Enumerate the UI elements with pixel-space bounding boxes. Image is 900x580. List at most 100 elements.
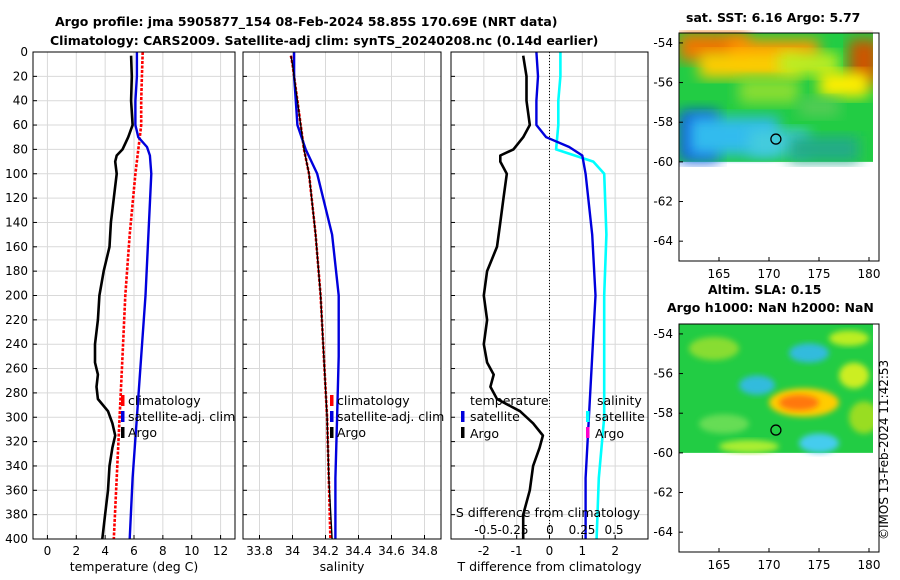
sla-color-patch: [799, 433, 839, 453]
depth-tick-label: 380: [5, 508, 28, 522]
depth-tick-label: 260: [5, 362, 28, 376]
temp-argo-line: [93, 55, 134, 540]
title-line-1: Argo profile: jma 5905877_154 08-Feb-202…: [55, 14, 558, 29]
sst_map-ytick-label: -64: [653, 234, 673, 248]
depth-tick-label: 200: [5, 289, 28, 303]
temp-legend-swatch: [121, 411, 125, 422]
depth-tick-label: 40: [13, 94, 28, 108]
sst_map-ytick-label: -60: [653, 155, 673, 169]
sla-color-patch: [699, 414, 749, 434]
sal-legend-swatch: [330, 395, 334, 406]
sla_map-ytick-label: -56: [653, 367, 673, 381]
depth-tick-label: 320: [5, 435, 28, 449]
plots-layer: 0 2 4 6 8 10 120204060801001201401601802002202…: [5, 32, 880, 574]
diff-legend-label: satellite: [470, 409, 520, 424]
sla-color-patch: [839, 362, 869, 389]
sal-panel-xtick-label: 33.8: [246, 544, 273, 558]
diff-s-tick-label: -0.5: [474, 523, 497, 537]
diff-s-tick-label: 0.5: [604, 523, 623, 537]
temp-panel-xtick-label: 0: [44, 544, 52, 558]
sla_map-xtick-label: 170: [758, 558, 781, 572]
temp-panel-xtick-label: 2: [72, 544, 80, 558]
sla_map-xtick-label: 175: [808, 558, 831, 572]
title-line-2: Climatology: CARS2009. Satellite-adj cli…: [50, 33, 599, 48]
temp-panel-xtick-label: 6: [130, 544, 138, 558]
sal-argo-line: [290, 55, 333, 540]
diff-legend-swatch: [461, 411, 465, 422]
depth-tick-label: 340: [5, 459, 28, 473]
sla-color-patch: [719, 439, 779, 453]
temp-legend-swatch: [121, 395, 125, 406]
sal-legend-swatch: [330, 427, 334, 438]
sal-panel-xtick-label: 34.8: [411, 544, 438, 558]
temp-legend-label: Argo: [128, 425, 157, 440]
sla_map-image: [679, 324, 873, 453]
diff-xlabel: T difference from climatology: [456, 559, 642, 574]
sla-color-patch: [779, 394, 819, 411]
sal-panel-xtick-label: 34: [285, 544, 300, 558]
sla_map-ytick-label: -54: [653, 327, 673, 341]
temp-panel-xtick-label: 12: [213, 544, 228, 558]
sal-climatology-line: [289, 55, 332, 540]
sla_map-panel: 165 170 175 180 -54 -56 -58 -60 -62 -64: [653, 323, 880, 572]
depth-tick-label: 300: [5, 410, 28, 424]
sla-color-patch: [689, 336, 739, 361]
sst-color-patch: [819, 71, 869, 98]
diff-temperature-satellite-line: [535, 51, 597, 539]
sla-color-patch: [789, 343, 829, 363]
diff-legend-swatch: [586, 411, 590, 422]
temp-legend-label: climatology: [128, 393, 201, 408]
sal-legend-swatch: [330, 411, 334, 422]
depth-tick-label: 400: [5, 532, 28, 546]
depth-tick-label: 140: [5, 215, 28, 229]
sst_map-ytick-label: -62: [653, 195, 673, 209]
diff-panel-frame: [450, 51, 649, 540]
depth-tick-label: 0: [20, 45, 28, 59]
temp-panel-xtick-label: 8: [159, 544, 167, 558]
sla_map-ytick-label: -64: [653, 525, 673, 539]
depth-tick-label: 20: [13, 69, 28, 83]
sst-color-patch: [799, 97, 839, 117]
temp-xlabel: temperature (deg C): [70, 559, 199, 574]
sst_map-panel: 165 170 175 180 -54 -56 -58 -60 -62 -64: [653, 32, 880, 281]
depth-tick-label: 80: [13, 142, 28, 156]
diff-s-tick-label: -0.25: [497, 523, 528, 537]
sla_map-argo-marker: [770, 424, 782, 436]
sla_map-xtick-label: 165: [708, 558, 731, 572]
diff-panel-xtick-label: 2: [611, 544, 619, 558]
sal-legend-label: satellite-adj. clim: [337, 409, 444, 424]
sal-panel-xtick-label: 34.6: [378, 544, 405, 558]
diff-s-axis-label: S difference from climatology: [456, 505, 641, 520]
depth-tick-label: 60: [13, 118, 28, 132]
sla-color-patch: [849, 401, 873, 434]
diff-temperature-argo-line: [482, 55, 545, 539]
temp-panel-frame: [32, 51, 236, 540]
sla_map-ytick-label: -62: [653, 486, 673, 500]
diff-panel-xtick-label: 1: [579, 544, 587, 558]
diff-panel-xtick-label: -2: [478, 544, 490, 558]
sla-map-title: Altim. SLA: 0.15: [708, 282, 822, 297]
sla_map-ytick-label: -58: [653, 406, 673, 420]
temp-climatology-line: [112, 51, 144, 540]
depth-tick-label: 180: [5, 264, 28, 278]
sst_map-ytick-label: -54: [653, 36, 673, 50]
diff-legend-temperature-title: temperature: [470, 393, 549, 408]
depth-tick-label: 360: [5, 483, 28, 497]
sst_map-ytick-label: -56: [653, 76, 673, 90]
sst_map-xtick-label: 165: [708, 267, 731, 281]
sal-panel-xtick-label: 34.2: [312, 544, 339, 558]
sla-map-subtitle: Argo h1000: NaN h2000: NaN: [667, 300, 874, 315]
diff-legend-label: Argo: [595, 426, 624, 441]
diff-legend-label: Argo: [470, 426, 499, 441]
diff-s-tick-label: 0: [546, 523, 554, 537]
sst_map-xtick-label: 170: [758, 267, 781, 281]
depth-tick-label: 100: [5, 167, 28, 181]
sst_map-xtick-label: 175: [808, 267, 831, 281]
sla_map-ytick-label: -60: [653, 446, 673, 460]
sst_map-frame: [678, 32, 880, 262]
diff-legend-salinity-title: salinity: [597, 393, 642, 408]
sst-color-patch: [789, 136, 859, 162]
depth-tick-label: 240: [5, 337, 28, 351]
depth-tick-label: 220: [5, 313, 28, 327]
sal-legend-label: Argo: [337, 425, 366, 440]
